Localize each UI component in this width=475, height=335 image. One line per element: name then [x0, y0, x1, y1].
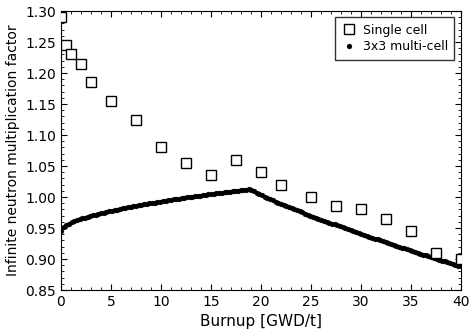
3x3 multi-cell: [286, 205, 292, 209]
Single cell: [133, 118, 139, 122]
3x3 multi-cell: [270, 198, 275, 202]
Single cell: [383, 217, 389, 221]
Line: Single cell: Single cell: [57, 13, 465, 264]
Single cell: [78, 62, 84, 66]
Single cell: [408, 229, 414, 233]
3x3 multi-cell: [337, 224, 343, 228]
Legend: Single cell, 3x3 multi-cell: Single cell, 3x3 multi-cell: [335, 17, 455, 60]
Single cell: [108, 99, 114, 103]
Single cell: [278, 183, 284, 187]
Single cell: [433, 251, 438, 255]
Single cell: [358, 207, 363, 211]
Single cell: [233, 158, 238, 162]
3x3 multi-cell: [246, 187, 252, 191]
Single cell: [333, 204, 339, 208]
Line: 3x3 multi-cell: 3x3 multi-cell: [58, 187, 463, 269]
Y-axis label: Infinite neutron multiplication factor: Infinite neutron multiplication factor: [6, 25, 19, 276]
Single cell: [68, 53, 74, 57]
Single cell: [258, 170, 264, 174]
Single cell: [63, 43, 69, 47]
3x3 multi-cell: [190, 195, 195, 199]
Single cell: [88, 80, 94, 84]
3x3 multi-cell: [216, 191, 222, 195]
3x3 multi-cell: [458, 264, 464, 268]
Single cell: [208, 173, 214, 177]
3x3 multi-cell: [391, 243, 397, 247]
Single cell: [458, 257, 464, 261]
Single cell: [183, 161, 189, 165]
Single cell: [158, 145, 164, 149]
X-axis label: Burnup [GWD/t]: Burnup [GWD/t]: [200, 315, 322, 329]
3x3 multi-cell: [58, 229, 64, 233]
Single cell: [308, 195, 314, 199]
Single cell: [58, 15, 64, 19]
